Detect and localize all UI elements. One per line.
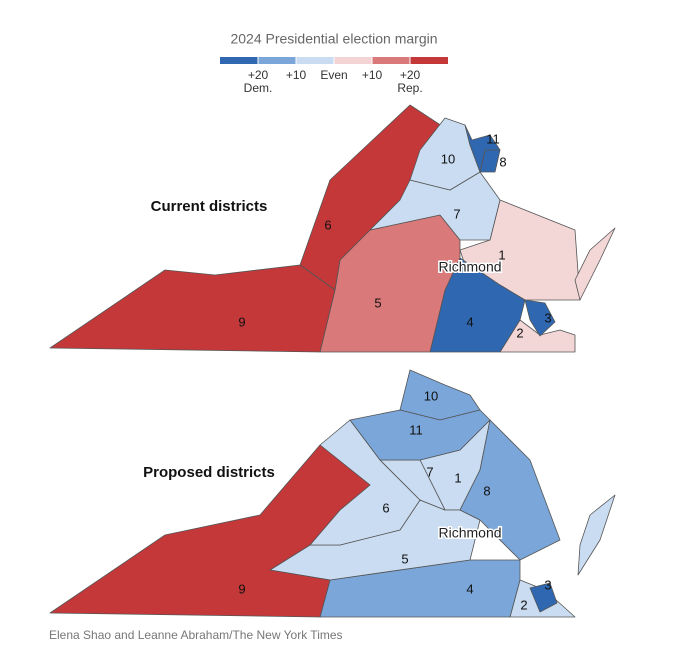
legend-swatch bbox=[372, 57, 410, 64]
district bbox=[574, 227, 616, 301]
district-label: 9 bbox=[238, 581, 245, 596]
district bbox=[429, 257, 526, 353]
district bbox=[577, 494, 616, 576]
district bbox=[49, 444, 371, 618]
district-label: 10 bbox=[441, 151, 455, 166]
district-label: 6 bbox=[324, 217, 331, 232]
district-label: 3 bbox=[544, 577, 551, 592]
legend-sublabel: Rep. bbox=[397, 81, 422, 95]
legend-swatch bbox=[334, 57, 372, 64]
district bbox=[529, 582, 558, 613]
district-label: 8 bbox=[499, 154, 506, 169]
district-label: 1 bbox=[454, 470, 461, 485]
credit: Elena Shao and Leanne Abraham/The New Yo… bbox=[49, 628, 343, 642]
district-label: 5 bbox=[401, 551, 408, 566]
district-label: 6 bbox=[382, 500, 389, 515]
legend-label: Even bbox=[320, 68, 347, 82]
legend-label: +10 bbox=[362, 68, 383, 82]
district-label: 10 bbox=[424, 388, 438, 403]
district-label: 3 bbox=[544, 310, 551, 325]
district bbox=[464, 124, 501, 173]
legend-sublabel: Dem. bbox=[244, 81, 273, 95]
city-label: Richmond bbox=[438, 525, 501, 541]
district-label: 11 bbox=[409, 422, 423, 437]
district bbox=[459, 419, 561, 561]
district-label: 5 bbox=[374, 295, 381, 310]
legend-swatch bbox=[258, 57, 296, 64]
district-label: 8 bbox=[483, 483, 490, 498]
map-title: Current districts bbox=[151, 198, 268, 215]
legend-swatch bbox=[296, 57, 334, 64]
district-label: 2 bbox=[520, 597, 527, 612]
district-label: 7 bbox=[453, 206, 460, 221]
map-title: Proposed districts bbox=[143, 464, 275, 481]
district bbox=[399, 369, 481, 421]
legend-label: +20 bbox=[400, 68, 421, 82]
legend-label: +20 bbox=[248, 68, 269, 82]
district bbox=[49, 264, 336, 353]
district-label: 7 bbox=[426, 464, 433, 479]
city-label: Richmond bbox=[438, 259, 501, 275]
district-label: 1 bbox=[498, 247, 505, 262]
district-label: 9 bbox=[238, 314, 245, 329]
legend-swatch bbox=[410, 57, 448, 64]
district-label: 4 bbox=[466, 314, 473, 329]
district-label: 11 bbox=[486, 131, 500, 146]
legend-label: +10 bbox=[286, 68, 307, 82]
legend-swatch bbox=[220, 57, 258, 64]
district bbox=[524, 299, 556, 337]
district-label: 4 bbox=[466, 581, 473, 596]
legend-title: 2024 Presidential election margin bbox=[230, 31, 437, 47]
district bbox=[349, 409, 491, 461]
district-label: 2 bbox=[516, 325, 523, 340]
